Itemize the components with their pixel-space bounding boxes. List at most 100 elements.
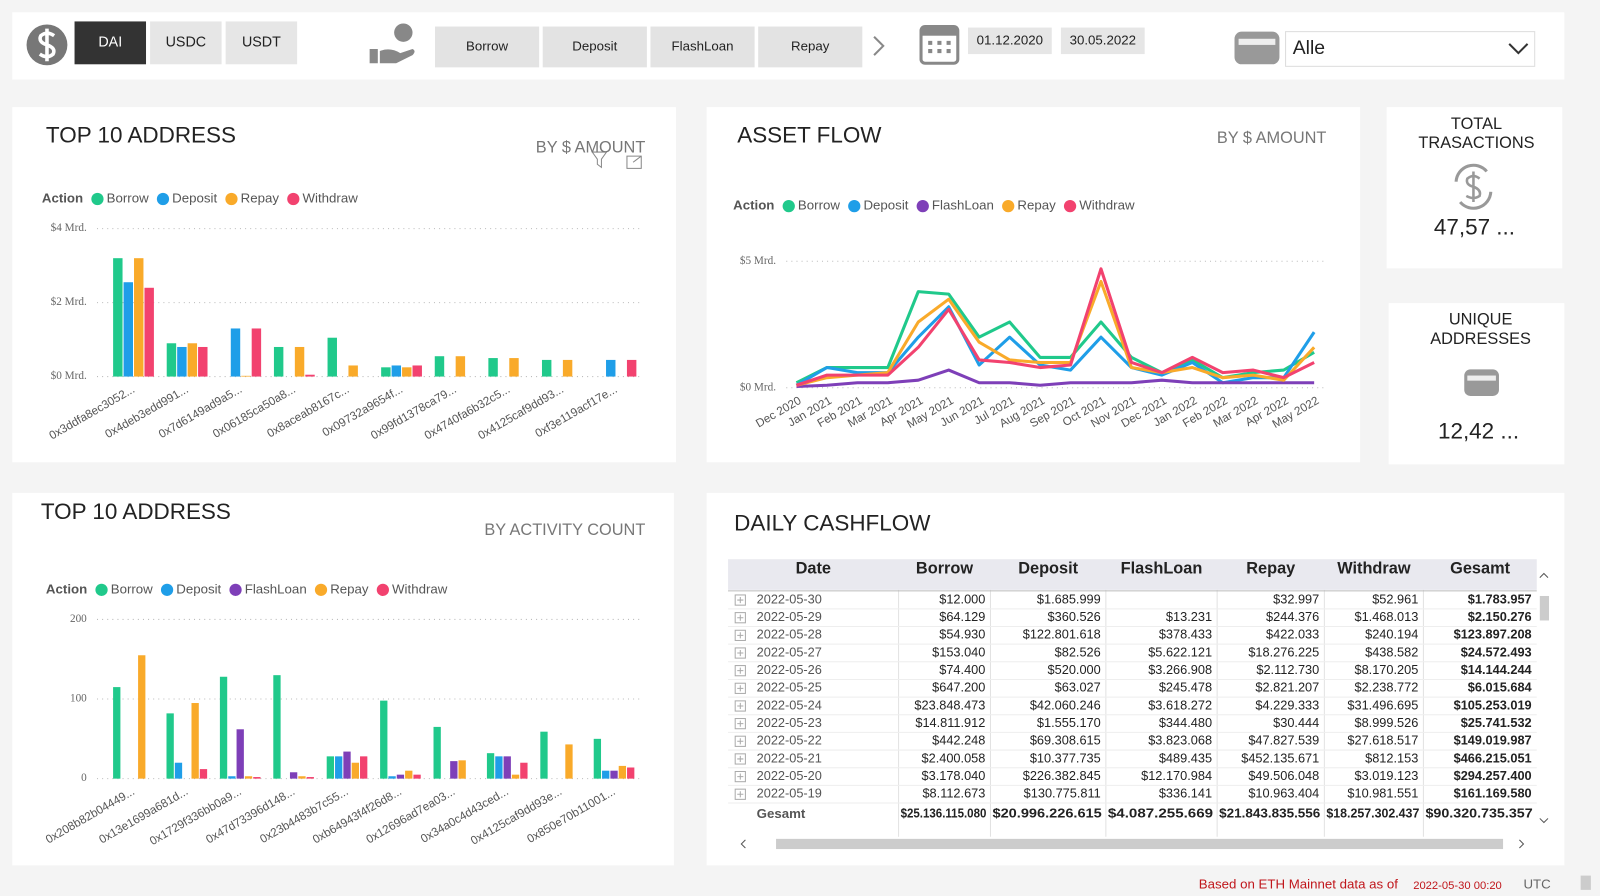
expand-box[interactable]: [734, 753, 746, 765]
h-scrollbar-thumb[interactable]: [776, 838, 1504, 850]
action-button[interactable]: [542, 26, 647, 68]
bar: [434, 356, 445, 377]
expand-box[interactable]: [734, 629, 746, 641]
bar: [593, 738, 602, 779]
table-cell: $49.506.048: [1248, 768, 1319, 783]
filter-icon[interactable]: [591, 151, 608, 169]
card: [12, 492, 674, 866]
legend-swatch: [95, 583, 108, 596]
bar: [380, 700, 388, 779]
legend-label: Deposit: [172, 191, 217, 206]
legend-label: FlashLoan: [932, 198, 994, 213]
focus-icon[interactable]: [626, 155, 642, 169]
card: [12, 107, 676, 463]
table-cell: $3.019.123: [1354, 768, 1418, 783]
expand-box[interactable]: [734, 612, 746, 624]
kpi-title: TOTAL: [1451, 115, 1502, 133]
bar: [458, 760, 466, 779]
table-cell: $1.555.170: [1037, 715, 1101, 730]
expand-plus[interactable]: [737, 667, 744, 674]
action-button[interactable]: [434, 26, 540, 68]
expand-plus[interactable]: [737, 791, 744, 798]
legend-swatch: [314, 583, 328, 596]
table-cell: $244.376: [1266, 609, 1319, 624]
expand-plus[interactable]: [737, 755, 744, 763]
legend-title: Action: [733, 198, 774, 213]
bar: [174, 762, 183, 779]
table-cell: $245.478: [1159, 680, 1212, 695]
bar: [326, 756, 335, 779]
table-cell: $69.308.615: [1030, 733, 1101, 748]
expand-plus[interactable]: [737, 632, 744, 639]
bar: [327, 337, 337, 377]
table-cell: $54.930: [939, 627, 985, 642]
action-button[interactable]: [650, 26, 755, 68]
total-label: Gesamt: [757, 806, 806, 821]
date-label: 30.05.2022: [1070, 32, 1136, 47]
table-cell: $6.015.684: [1468, 680, 1533, 695]
action-button[interactable]: [758, 26, 863, 68]
bar: [306, 777, 314, 779]
expand-plus[interactable]: [737, 720, 744, 727]
date-box[interactable]: [1060, 27, 1145, 55]
expand-box[interactable]: [734, 594, 746, 606]
bar: [626, 359, 637, 377]
table-cell: $2.150.276: [1468, 609, 1532, 624]
legend-label: Repay: [330, 581, 369, 596]
chart-title: TOP 10 ADDRESS: [46, 123, 236, 148]
bar: [606, 359, 616, 377]
card: [706, 107, 1361, 463]
token-button[interactable]: [225, 21, 298, 65]
expand-plus[interactable]: [737, 614, 744, 621]
bar: [166, 343, 177, 377]
expand-plus[interactable]: [737, 738, 744, 745]
wallet-body: [1464, 369, 1499, 396]
kpi-value: 12,42 ...: [1438, 419, 1519, 444]
token-button[interactable]: [74, 21, 147, 65]
table-cell: $647.200: [932, 680, 985, 695]
chart-subtitle: BY ACTIVITY COUNT: [484, 521, 645, 539]
expand-box[interactable]: [734, 770, 746, 783]
table-cell: $8.112.673: [922, 786, 985, 801]
table-cell: $10.963.404: [1248, 786, 1319, 801]
column-header: Repay: [1246, 560, 1295, 578]
dropdown[interactable]: [1285, 31, 1536, 67]
total-cell: $90.320.735.357: [1425, 806, 1532, 821]
expand-plus[interactable]: [737, 596, 744, 604]
token-button[interactable]: [150, 21, 222, 65]
table-cell: $438.582: [1365, 644, 1418, 659]
total-cell: $21.843.835.556: [1219, 806, 1320, 821]
expand-box[interactable]: [734, 682, 746, 694]
chart-title: TOP 10 ADDRESS: [41, 499, 231, 524]
v-scrollbar-thumb[interactable]: [1539, 595, 1550, 621]
expand-box[interactable]: [734, 700, 746, 712]
table-cell: $105.253.019: [1454, 697, 1532, 712]
expand-box[interactable]: [734, 788, 746, 800]
h-scroll-arrows[interactable]: [740, 839, 1525, 849]
chevron-right[interactable]: [873, 36, 885, 56]
token-label: USDT: [242, 35, 281, 51]
expand-plus[interactable]: [737, 649, 744, 657]
dropdown-chevron[interactable]: [1508, 43, 1529, 55]
wallet-icon: [1234, 31, 1280, 65]
date-box[interactable]: [968, 27, 1052, 55]
table-cell: $5.622.121: [1148, 644, 1212, 659]
legend-title: Action: [42, 191, 83, 206]
date-cell: 2022-05-25: [757, 680, 822, 695]
table-cell: $14.144.244: [1461, 662, 1533, 677]
expand-plus[interactable]: [737, 685, 744, 692]
expand-box[interactable]: [734, 718, 746, 730]
expand-plus[interactable]: [737, 773, 744, 780]
bar: [450, 761, 458, 779]
expand-box[interactable]: [734, 665, 746, 677]
bar: [433, 726, 441, 779]
v-scroll-arrows[interactable]: [1539, 572, 1549, 824]
column-header: Date: [796, 560, 831, 578]
expand-plus[interactable]: [737, 702, 744, 710]
expand-box[interactable]: [734, 647, 746, 659]
expand-box[interactable]: [734, 735, 746, 747]
bar: [251, 328, 262, 377]
table-cell: $1.783.957: [1468, 591, 1532, 606]
chart-title: ASSET FLOW: [737, 123, 882, 148]
kpi-icon-wallet: [1464, 369, 1499, 396]
